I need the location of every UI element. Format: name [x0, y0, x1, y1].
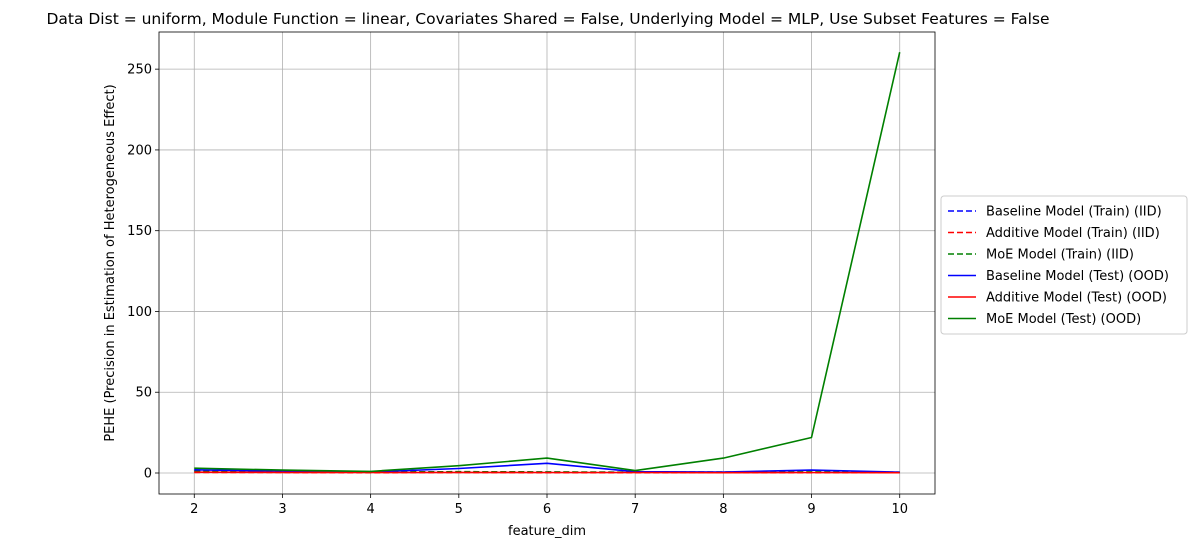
y-tick-label: 150: [127, 224, 152, 239]
legend-entry-label: Baseline Model (Train) (IID): [986, 205, 1162, 220]
plot-frame: [158, 31, 936, 495]
x-tick-label: 5: [455, 502, 463, 517]
legend-entry-label: Additive Model (Test) (OOD): [986, 291, 1167, 306]
x-tick-label: 4: [366, 502, 374, 517]
x-tick-label: 2: [190, 502, 198, 517]
y-tick-label: 100: [127, 305, 152, 320]
legend-box: [940, 195, 1188, 335]
chart-title: Data Dist = uniform, Module Function = l…: [46, 10, 1049, 28]
y-tick-label: 0: [144, 467, 152, 482]
y-axis: 0 50 100 150 200 250: [127, 63, 159, 482]
y-tick-label: 50: [135, 386, 152, 401]
x-tick-label: 7: [631, 502, 639, 517]
series-line-5: [194, 471, 900, 474]
legend-entry-label: MoE Model (Train) (IID): [986, 248, 1134, 263]
x-tick-label: 8: [719, 502, 727, 517]
series-line-4: [194, 462, 900, 473]
plot-lines: [194, 52, 901, 474]
y-tick-label: 200: [127, 143, 152, 158]
x-tick-label: 9: [807, 502, 815, 517]
series-line-6: [194, 52, 901, 473]
legend-entry-label: MoE Model (Test) (OOD): [986, 312, 1141, 327]
grid: [159, 32, 935, 494]
legend-entry-label: Baseline Model (Test) (OOD): [986, 269, 1169, 284]
x-tick-label: 3: [278, 502, 286, 517]
y-axis-label: PEHE (Precision in Estimation of Heterog…: [103, 84, 118, 441]
x-axis-label: feature_dim: [508, 524, 586, 539]
x-tick-label: 10: [891, 502, 908, 517]
x-tick-label: 6: [543, 502, 551, 517]
y-tick-label: 250: [127, 63, 152, 78]
legend-entry-label: Additive Model (Train) (IID): [986, 226, 1160, 241]
x-axis: 2 3 4 5 6 7 8 9 10: [190, 494, 908, 517]
legend: Baseline Model (Train) (IID) Additive Mod…: [940, 195, 1188, 335]
